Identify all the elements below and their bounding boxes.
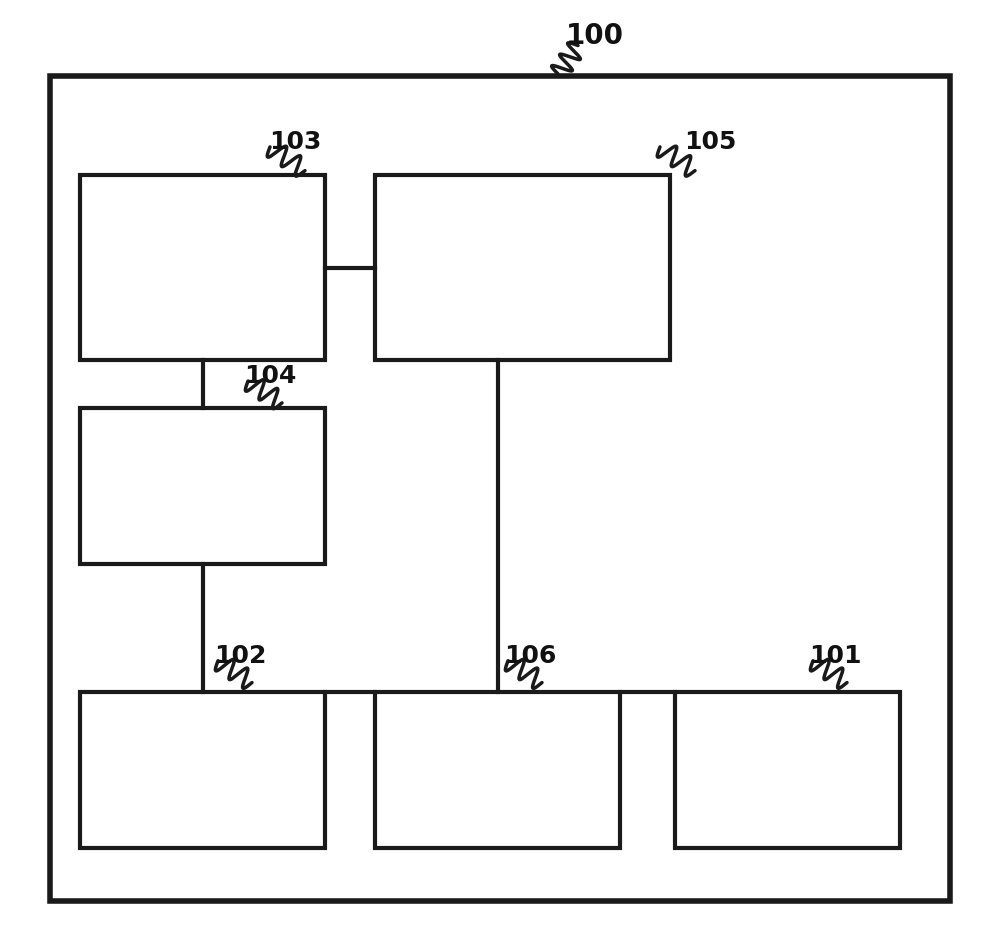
Text: 106: 106	[504, 644, 556, 668]
Text: 101: 101	[809, 644, 861, 668]
Bar	[675, 692, 900, 848]
Bar	[80, 175, 325, 360]
Bar	[80, 692, 325, 848]
Bar	[375, 692, 620, 848]
Bar	[375, 175, 670, 360]
Text: 105: 105	[684, 130, 736, 155]
Text: 104: 104	[244, 364, 296, 389]
Text: 100: 100	[566, 22, 624, 50]
Text: 102: 102	[214, 644, 266, 668]
Bar	[50, 76, 950, 901]
Bar	[80, 408, 325, 564]
Text: 103: 103	[269, 130, 321, 155]
